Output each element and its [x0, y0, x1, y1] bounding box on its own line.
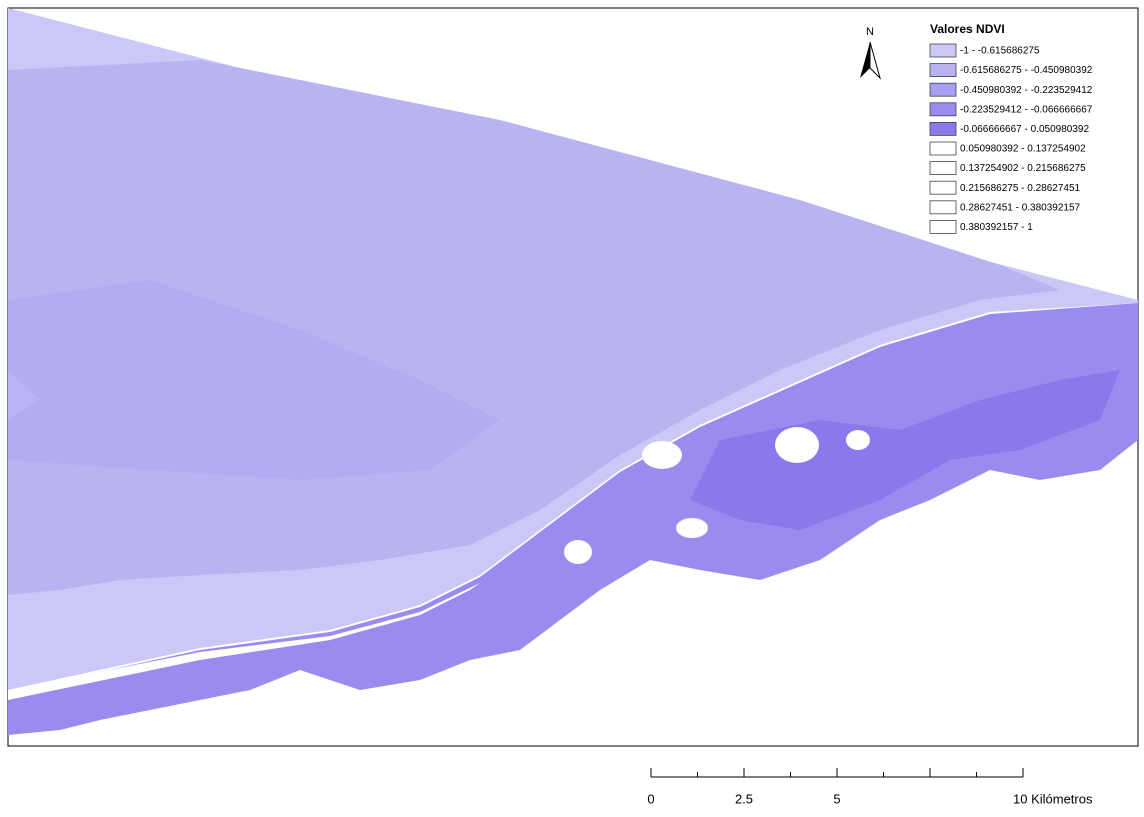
legend-swatch	[930, 201, 956, 214]
legend-label: 0.215686275 - 0.28627451	[960, 183, 1081, 194]
north-label: N	[866, 26, 874, 38]
land-gap	[564, 540, 592, 564]
legend-swatch	[930, 181, 956, 194]
legend-swatch	[930, 103, 956, 116]
land-gap	[676, 518, 708, 538]
scale-label: 2.5	[735, 791, 753, 806]
land-gap	[642, 441, 682, 469]
legend-swatch	[930, 64, 956, 77]
legend-label: -0.066666667 - 0.050980392	[960, 124, 1089, 135]
legend-swatch	[930, 83, 956, 96]
legend-label: 0.28627451 - 0.380392157	[960, 202, 1081, 213]
legend-label: -0.450980392 - -0.223529412	[960, 85, 1093, 96]
legend-label: -1 - -0.615686275	[960, 46, 1040, 57]
scale-label: 5	[833, 791, 840, 806]
legend-label: 0.050980392 - 0.137254902	[960, 144, 1086, 155]
legend-label: -0.615686275 - -0.450980392	[960, 65, 1093, 76]
legend-swatch	[930, 44, 956, 57]
legend-title: Valores NDVI	[930, 22, 1005, 36]
legend-label: 0.380392157 - 1	[960, 222, 1033, 233]
legend-swatch	[930, 122, 956, 135]
legend-swatch	[930, 220, 956, 233]
legend-label: -0.223529412 - -0.066666667	[960, 104, 1093, 115]
legend-swatch	[930, 142, 956, 155]
legend-swatch	[930, 162, 956, 175]
map-layout: N Valores NDVI -1 - -0.615686275 -0.61568…	[0, 0, 1144, 812]
scale-bar: 0 2.5 5 10 Kilómetros	[647, 768, 1093, 806]
legend-label: 0.137254902 - 0.215686275	[960, 163, 1086, 174]
scale-label: 0	[647, 791, 654, 806]
land-gap	[846, 430, 870, 450]
land-gap	[775, 427, 819, 463]
scale-label: 10 Kilómetros	[1013, 791, 1093, 806]
map-frame	[8, 8, 1138, 746]
